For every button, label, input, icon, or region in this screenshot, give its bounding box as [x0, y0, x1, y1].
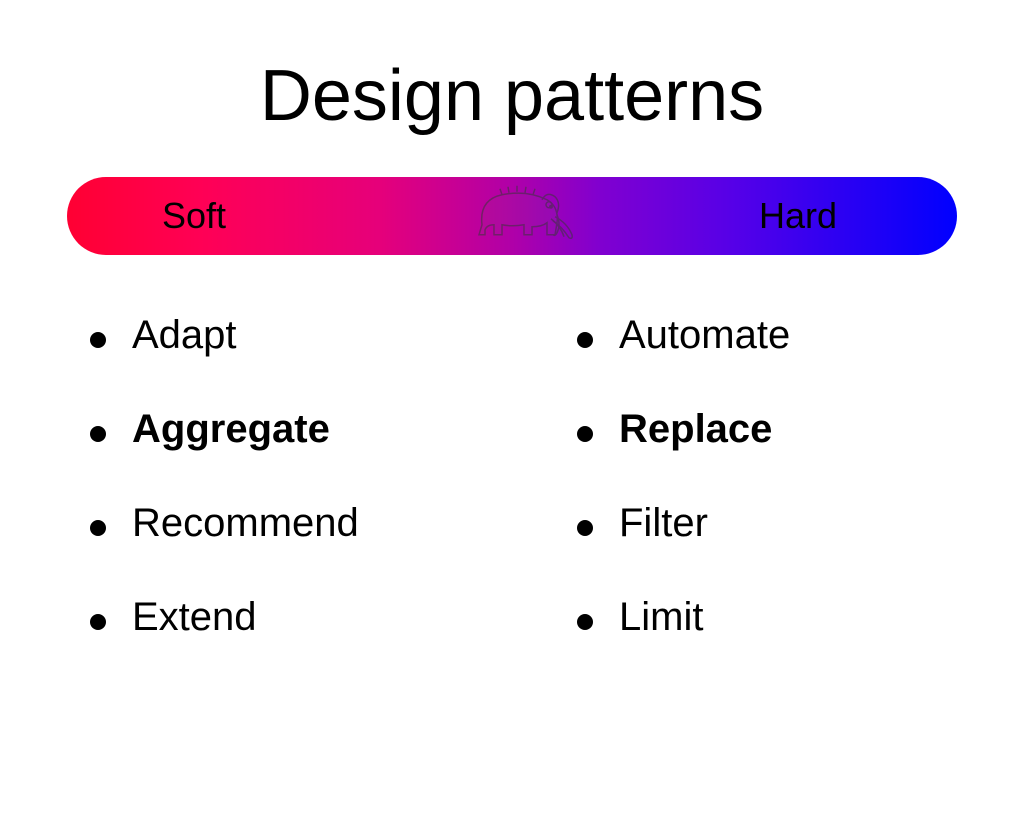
- list-item: Adapt: [90, 315, 467, 355]
- bullet-icon: [90, 426, 106, 442]
- spectrum-bar: Soft Hard: [67, 177, 957, 255]
- item-label-limit: Limit: [619, 597, 703, 637]
- item-label-automate: Automate: [619, 315, 790, 355]
- spectrum-label-soft: Soft: [162, 195, 226, 237]
- list-item: Filter: [577, 503, 954, 543]
- slide-title: Design patterns: [0, 55, 1024, 137]
- list-item: Aggregate: [90, 409, 467, 449]
- mammoth-icon: [447, 175, 577, 250]
- item-label-recommend: Recommend: [132, 503, 359, 543]
- bullet-icon: [90, 332, 106, 348]
- bullet-icon: [90, 520, 106, 536]
- item-label-filter: Filter: [619, 503, 708, 543]
- list-item: Automate: [577, 315, 954, 355]
- bullet-icon: [577, 520, 593, 536]
- bullet-icon: [90, 614, 106, 630]
- bullet-icon: [577, 332, 593, 348]
- list-item: Recommend: [90, 503, 467, 543]
- item-label-extend: Extend: [132, 597, 257, 637]
- list-item: Extend: [90, 597, 467, 637]
- column-soft: Adapt Aggregate Recommend Extend: [90, 315, 467, 691]
- list-item: Replace: [577, 409, 954, 449]
- bullet-icon: [577, 614, 593, 630]
- spectrum-label-hard: Hard: [759, 195, 837, 237]
- list-item: Limit: [577, 597, 954, 637]
- item-label-aggregate: Aggregate: [132, 409, 330, 449]
- columns: Adapt Aggregate Recommend Extend Automat…: [0, 315, 1024, 691]
- item-label-replace: Replace: [619, 409, 772, 449]
- bullet-icon: [577, 426, 593, 442]
- column-hard: Automate Replace Filter Limit: [467, 315, 954, 691]
- item-label-adapt: Adapt: [132, 315, 237, 355]
